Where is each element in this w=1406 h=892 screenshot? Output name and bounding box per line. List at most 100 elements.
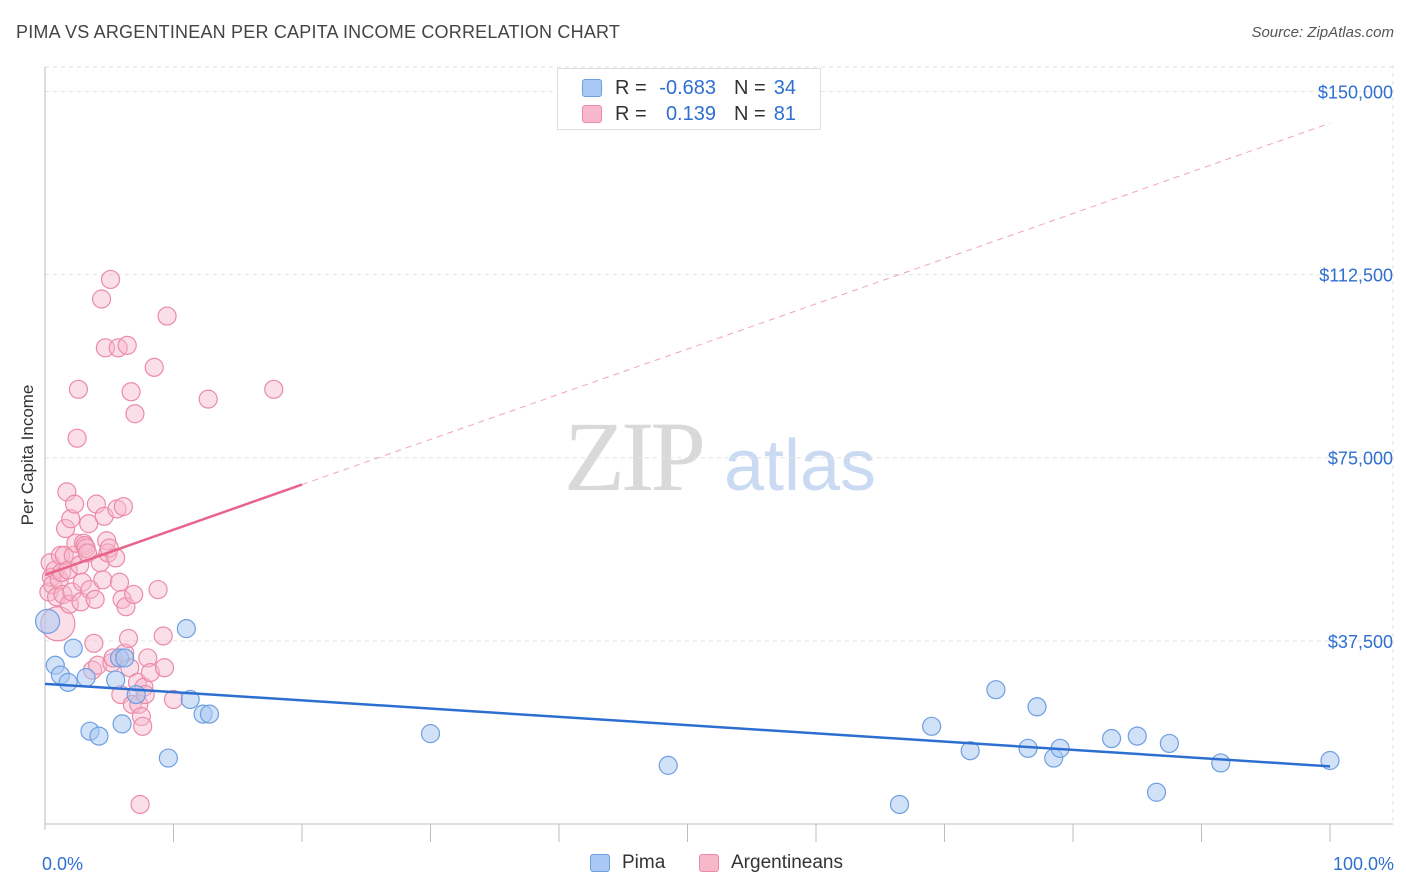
tick-labels: $37,500 $75,000 $112,500 $150,000 0.0% 100.0% [42, 82, 1394, 874]
correlation-legend: R = -0.683 N = 34 R = 0.139 N = 81 [557, 68, 821, 130]
argentineans-point [140, 662, 160, 683]
n-label: N = [734, 103, 766, 125]
argentineans-point [113, 496, 133, 517]
legend-row-argentineans: R = 0.139 N = 81 [558, 101, 820, 127]
argentineans-point [93, 570, 113, 590]
pima-points [34, 608, 1340, 815]
argentineans-point [80, 579, 100, 600]
y-tick-label: $75,000 [1328, 449, 1393, 469]
chart-title: PIMA VS ARGENTINEAN PER CAPITA INCOME CO… [16, 22, 621, 42]
argentineans-points [39, 269, 284, 815]
pima-point [34, 608, 61, 634]
argentineans-point [125, 404, 145, 424]
argentineans-point [85, 589, 105, 609]
argentineans-trend-extension [301, 122, 1331, 486]
pima-point [960, 741, 980, 761]
pima-point [420, 724, 441, 744]
pima-point [63, 638, 83, 658]
y-axis-label: Per Capita Income [18, 384, 37, 526]
argentineans-point [97, 531, 117, 551]
argentineans-point [138, 648, 158, 668]
argentineans-point [55, 518, 76, 539]
argentineans-point [118, 628, 139, 649]
n-label: N = [734, 77, 766, 99]
source-label: Source: ZipAtlas.com [1251, 24, 1394, 41]
argentineans-swatch [582, 105, 602, 123]
y-tick-label: $150,000 [1318, 82, 1393, 102]
r-value: -0.683 [659, 77, 716, 99]
pima-point [158, 748, 178, 768]
pima-point [76, 667, 96, 688]
argentineans-point [68, 379, 89, 399]
argentineans-point [86, 494, 107, 514]
argentineans-point [157, 306, 177, 326]
legend-label: Pima [622, 852, 666, 873]
argentineans-point [79, 514, 99, 534]
argentineans-point [153, 626, 173, 646]
pima-point [1159, 733, 1179, 754]
pima-point [199, 704, 220, 724]
y-tick-label: $37,500 [1328, 632, 1393, 652]
pima-point [112, 714, 132, 734]
argentineans-point [130, 794, 150, 815]
argentineans-point [133, 716, 153, 736]
watermark-atlas: atlas [724, 426, 876, 506]
r-label: R = [615, 77, 647, 99]
pima-point [115, 648, 135, 668]
argentineans-point [61, 509, 81, 529]
argentineans-point [131, 706, 151, 727]
axes [44, 67, 1393, 842]
argentineans-point [64, 494, 85, 514]
argentineans-point [121, 382, 141, 402]
watermark-zip: ZIP [564, 401, 702, 512]
pima-point [176, 619, 196, 639]
n-value: 34 [773, 77, 796, 99]
pima-point [1211, 753, 1231, 773]
argentineans-point [84, 633, 104, 653]
argentineans-point [109, 572, 130, 592]
argentineans-point [148, 579, 168, 600]
r-value: 0.139 [665, 103, 716, 125]
argentineans-point [57, 482, 77, 502]
argentineans-swatch [699, 854, 719, 872]
pima-swatch [590, 854, 610, 872]
argentineans-point [144, 357, 164, 377]
pima-point [1127, 726, 1147, 746]
pima-point [58, 672, 78, 692]
argentineans-point [198, 389, 218, 409]
x-tick-label-max: 100.0% [1333, 854, 1394, 874]
pima-swatch [582, 79, 602, 97]
watermark: ZIP atlas [564, 401, 876, 512]
argentineans-point [59, 594, 80, 614]
argentineans-point [91, 289, 112, 309]
pima-point [922, 716, 942, 736]
pima-point [889, 794, 910, 815]
gridlines [45, 65, 1394, 824]
pima-point [986, 680, 1006, 700]
argentineans-point [88, 655, 108, 675]
argentineans-point [100, 269, 121, 290]
argentineans-point [124, 584, 144, 605]
pima-point [180, 689, 200, 710]
y-tick-label: $112,500 [1319, 266, 1393, 286]
argentineans-point [67, 428, 87, 448]
legend-label: Argentineans [731, 852, 843, 873]
pima-point [1146, 782, 1167, 802]
pima-point [658, 755, 678, 775]
argentineans-point [116, 597, 136, 617]
n-value: 81 [773, 103, 796, 125]
trend-lines [44, 122, 1331, 768]
argentineans-trend-line [44, 483, 303, 577]
pima-point [89, 726, 109, 746]
series-legend: Pima Argentineans [0, 852, 1406, 878]
argentineans-point [154, 658, 175, 678]
pima-trend-line [44, 682, 1331, 768]
argentineans-point [264, 379, 284, 399]
pima-point [106, 670, 126, 690]
pima-point [1101, 728, 1122, 749]
r-label: R = [615, 103, 647, 125]
argentineans-point [72, 572, 92, 592]
legend-row-pima: R = -0.683 N = 34 [558, 75, 820, 101]
argentineans-point [117, 335, 137, 355]
